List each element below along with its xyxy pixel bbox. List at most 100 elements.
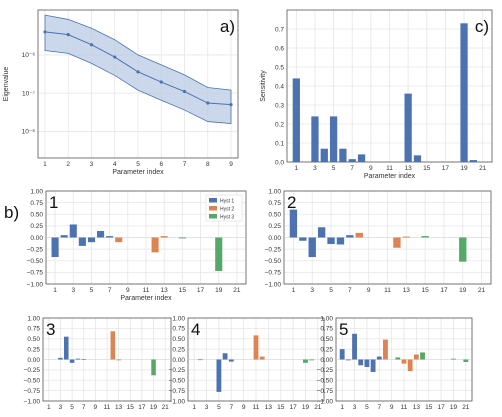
y-tick-label: 0.50	[268, 212, 281, 219]
x-tick-label: 3	[313, 165, 317, 172]
x-tick-label: 4	[113, 161, 117, 168]
x-tick-label: 5	[365, 404, 369, 411]
y-tick-label: −0.75	[169, 388, 186, 395]
y-tick-label: −0.50	[317, 378, 334, 385]
sensitivity-bar	[292, 78, 300, 162]
y-tick-label: −0.50	[169, 378, 186, 385]
y-tick-label: −0.75	[265, 270, 282, 277]
x-tick-label: 17	[197, 287, 205, 294]
loading-bar-hyst-1	[78, 237, 86, 246]
y-tick-label: 0.50	[27, 336, 40, 343]
loading-bar-hyst-1	[228, 359, 234, 362]
y-tick-label: 1.00	[320, 315, 333, 322]
y-tick-label: −0.50	[265, 258, 282, 265]
loading-bar-hyst-1	[289, 209, 298, 238]
x-tick-label: 21	[478, 287, 486, 294]
loading-bar-hyst-1	[352, 333, 357, 360]
y-tick-label: 0.50	[30, 212, 43, 219]
x-tick-label: 9	[369, 165, 373, 172]
x-tick-label: 2	[66, 161, 70, 168]
y-tick-label: 0.75	[172, 326, 185, 333]
panel-label: 2	[287, 193, 296, 212]
x-tick-label: 15	[277, 404, 285, 411]
legend-label: Hyst 1	[220, 198, 234, 204]
sensitivity-bar	[404, 93, 412, 162]
x-tick-label: 15	[127, 404, 135, 411]
x-tick-label: 1	[295, 165, 299, 172]
x-tick-label: 9	[390, 404, 394, 411]
loading-bar-hyst-1	[299, 237, 307, 241]
loading-bar-hyst-1	[197, 359, 203, 361]
y-tick-label: −0.25	[169, 367, 186, 374]
y-tick-label: −1.00	[24, 398, 41, 405]
x-tick-label: 21	[479, 165, 487, 172]
x-tick-label: 13	[403, 287, 411, 294]
x-tick-label: 19	[302, 404, 310, 411]
x-tick-label: 1	[192, 404, 196, 411]
x-tick-label: 17	[289, 404, 297, 411]
y-tick-label: 0.1	[275, 140, 284, 147]
loading-bar-hyst-1	[69, 359, 75, 363]
y-tick-label: −0.25	[317, 367, 334, 374]
sensitivity-bar	[357, 154, 366, 162]
y-tick-label: 0.0	[275, 159, 284, 166]
x-tick-label: 3	[310, 287, 314, 294]
x-tick-label: 5	[70, 404, 74, 411]
eigenvalue-point	[182, 89, 187, 94]
x-tick-label: 13	[405, 165, 413, 172]
loading-bar-hyst-2	[253, 335, 259, 360]
x-axis-label: Parameter index	[120, 295, 172, 302]
sensitivity-bar	[460, 23, 468, 162]
y-tick-label: 0.50	[320, 336, 333, 343]
y-tick-label: 1.00	[172, 315, 185, 322]
loading-bar-hyst-1	[58, 357, 63, 360]
x-tick-label: 7	[377, 404, 381, 411]
y-tick-label: 10⁻⁷	[22, 90, 36, 97]
y-tick-label: 0.25	[27, 346, 40, 353]
loading-bar-hyst-2	[259, 356, 265, 360]
x-tick-label: 13	[265, 404, 273, 411]
y-tick-label: 0.00	[320, 357, 333, 364]
x-tick-label: 1	[47, 404, 51, 411]
x-tick-label: 19	[459, 287, 467, 294]
x-tick-label: 9	[126, 287, 130, 294]
y-axis-label: Eigenvalue	[3, 67, 10, 102]
y-tick-label: 0.25	[268, 223, 281, 230]
sensitivity-bar	[348, 159, 356, 162]
loading-bar-hyst-3	[463, 359, 469, 362]
loading-bar-hyst-3	[309, 359, 315, 361]
x-tick-label: 13	[161, 287, 169, 294]
x-tick-label: 11	[143, 287, 150, 294]
x-tick-label: 1	[340, 404, 344, 411]
y-tick-label: 0.25	[320, 346, 333, 353]
loading-bar-hyst-1	[64, 336, 69, 360]
x-tick-label: 21	[233, 287, 241, 294]
y-axis-label: Sensitivity	[260, 70, 267, 102]
x-tick-label: 9	[242, 404, 246, 411]
panel-label: 3	[46, 320, 55, 339]
x-tick-label: 9	[229, 161, 233, 168]
y-tick-label: 0.00	[30, 235, 43, 242]
loading-bar-hyst-2	[383, 339, 388, 360]
sensitivity-bar	[311, 116, 319, 162]
x-tick-label: 7	[350, 165, 354, 172]
loading-bar-hyst-1	[60, 235, 68, 238]
x-tick-label: 6	[159, 161, 163, 168]
x-tick-label: 9	[94, 404, 98, 411]
x-tick-label: 3	[205, 404, 209, 411]
y-tick-label: 1.00	[27, 315, 40, 322]
x-tick-label: 7	[183, 161, 187, 168]
eigenvalue-point	[66, 33, 70, 37]
eigenvalue-point	[43, 30, 47, 34]
y-tick-label: −0.75	[24, 388, 41, 395]
x-tick-label: 13	[413, 404, 421, 411]
y-tick-label: 1.00	[268, 188, 281, 195]
loading-bar-hyst-1	[216, 359, 222, 392]
x-tick-label: 21	[314, 404, 322, 411]
loading-bar-hyst-1	[345, 359, 351, 361]
y-tick-label: 0.2	[275, 121, 284, 128]
x-tick-label: 7	[108, 287, 112, 294]
x-tick-label: 19	[450, 404, 458, 411]
x-tick-label: 15	[425, 404, 433, 411]
x-tick-label: 8	[206, 161, 210, 168]
